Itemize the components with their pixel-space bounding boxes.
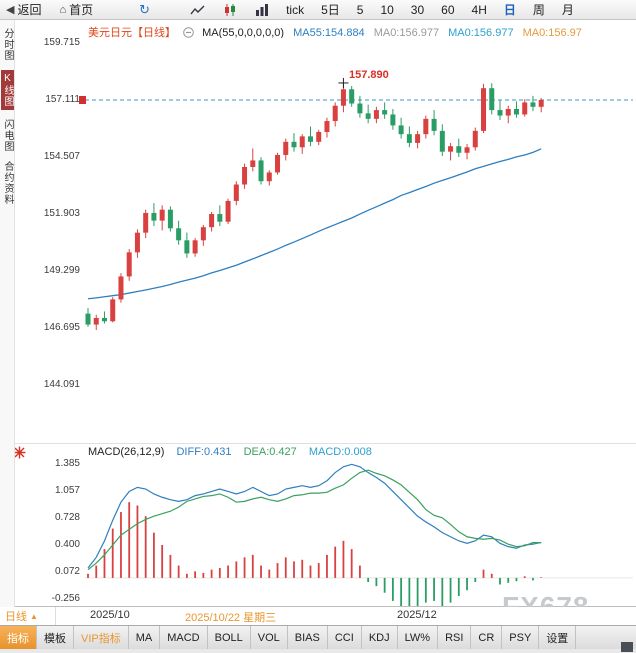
ma-value-2: MA0:156.977	[448, 27, 514, 38]
bar-chart-icon[interactable]	[255, 3, 269, 16]
price-tick-label: 159.715	[43, 37, 80, 48]
price-tick-label: 157.111	[45, 94, 80, 105]
circle-minus-icon[interactable]	[183, 27, 197, 38]
period-button-周[interactable]: 周	[532, 3, 545, 17]
price-tick-label: 146.695	[43, 322, 80, 333]
resize-grip[interactable]	[621, 642, 633, 652]
macd-tick-label: 1.057	[54, 485, 80, 496]
ma-value-1: MA0:156.977	[373, 27, 440, 38]
date-axis-row: 日线 ▲ 2025/10 2025/10/22 星期三 2025/12	[0, 607, 636, 625]
triangle-up-icon: ▲	[30, 611, 38, 621]
macd-tick-label: -0.256	[51, 593, 80, 604]
period-button-60[interactable]: 60	[441, 3, 455, 17]
price-tick-label: 144.091	[43, 379, 80, 390]
indicator-tab-VIP指标[interactable]: VIP指标	[74, 626, 129, 649]
period-button-30[interactable]: 30	[410, 3, 425, 17]
macd-plot[interactable]	[85, 448, 634, 605]
indicator-tab-模板[interactable]: 模板	[37, 626, 74, 649]
home-icon: ⌂	[59, 3, 67, 16]
indicator-tab-CR[interactable]: CR	[471, 626, 503, 649]
sidebar-item-0[interactable]: 分时图	[2, 28, 13, 61]
diff-value: DIFF:0.431	[176, 446, 232, 458]
period-tick-button[interactable]: tick	[286, 2, 305, 17]
ma-value-0: MA55:154.884	[293, 27, 365, 38]
back-arrow-icon: ◀	[6, 4, 15, 16]
macd-value: MACD:0.008	[308, 446, 372, 458]
macd-tick-label: 0.072	[54, 566, 80, 577]
chart-type-sidebar: 分时图 K线图闪电图合约资料	[0, 19, 15, 607]
period-5day-button[interactable]: 5日	[321, 3, 340, 17]
top-toolbar: ◀ 返回 ⌂ 首页 ↻ tick 5日 5 10 30 60 4H 日 周 月	[0, 0, 636, 20]
sidebar-item-1[interactable]: K线图	[1, 70, 14, 110]
indicator-tab-bar: 指标 模板 VIP指标 MA MACD BOLL VOL BIAS CCI KDJ LW% RSI CR…	[0, 625, 636, 649]
home-button[interactable]: ⌂ 首页	[59, 1, 93, 18]
panel-separator	[14, 443, 636, 444]
indicator-tab-MA[interactable]: MA	[129, 626, 161, 649]
peak-price-annotation: 157.890	[349, 69, 389, 81]
macd-header: MACD(26,12,9) DIFF:0.431 DEA:0.427 MACD:…	[88, 446, 381, 458]
indicator-tab-BIAS[interactable]: BIAS	[288, 626, 328, 649]
indicator-tab-MACD[interactable]: MACD	[160, 626, 208, 649]
refresh-icon[interactable]: ↻	[139, 1, 151, 17]
indicator-tab-CCI[interactable]: CCI	[328, 626, 362, 649]
back-button[interactable]: ◀ 返回	[6, 1, 41, 18]
symbol-title: 美元日元【日线】	[88, 27, 176, 38]
period-button-日[interactable]: 日	[503, 3, 516, 17]
price-tick-label: 149.299	[43, 265, 80, 276]
indicator-tab-VOL[interactable]: VOL	[251, 626, 288, 649]
period-selector-label: 日线	[5, 611, 27, 623]
macd-bottom-border	[0, 606, 636, 607]
dea-value: DEA:0.427	[243, 446, 297, 458]
candlestick-chart-icon[interactable]	[223, 3, 237, 16]
sidebar-item-2[interactable]: 闪电图	[2, 119, 13, 152]
back-button-label: 返回	[17, 3, 42, 17]
ma-value-3: MA0:156.97	[522, 27, 582, 38]
price-tick-label: 154.507	[43, 151, 80, 162]
macd-tick-label: 1.385	[54, 458, 80, 469]
period-button-5[interactable]: 5	[356, 3, 364, 17]
indicator-tab-BOLL[interactable]: BOLL	[208, 626, 251, 649]
macd-title: MACD(26,12,9)	[88, 446, 165, 458]
window-bottom-edge	[0, 648, 636, 653]
indicator-tab-设置[interactable]: 设置	[539, 626, 577, 649]
date-tick-label: 2025/10	[90, 609, 130, 621]
period-button-月[interactable]: 月	[561, 3, 574, 17]
price-tick-label: 151.903	[43, 208, 80, 219]
indicator-tab-LW%[interactable]: LW%	[398, 626, 439, 649]
period-button-4H[interactable]: 4H	[471, 3, 487, 17]
indicator-tab-PSY[interactable]: PSY	[502, 626, 540, 649]
period-selector-dropdown[interactable]: 日线 ▲	[0, 607, 56, 625]
chart-header: 美元日元【日线】 MA(55,0,0,0,0,0) MA55:154.884 MA…	[88, 24, 635, 38]
selected-date-label: 2025/10/22 星期三	[185, 612, 277, 624]
indicator-tab-指标[interactable]: 指标	[0, 626, 37, 649]
indicator-tab-RSI[interactable]: RSI	[438, 626, 472, 649]
home-button-label: 首页	[69, 3, 94, 17]
ma-value-list: MA55:154.884 MA0:156.977 MA0:156.977 MA0:15…	[293, 27, 591, 38]
indicator-settings-icon[interactable]	[13, 446, 26, 464]
main-chart-plot[interactable]	[85, 30, 634, 442]
sidebar-item-3[interactable]: 合约资料	[2, 161, 13, 205]
macd-tick-label: 0.728	[54, 512, 80, 523]
indicator-tab-KDJ[interactable]: KDJ	[362, 626, 398, 649]
macd-tick-label: 0.400	[54, 539, 80, 550]
date-tick-label: 2025/12	[397, 609, 437, 621]
line-chart-icon[interactable]	[190, 4, 205, 16]
period-button-group: 5 10 30 60 4H 日 周 月	[340, 1, 574, 18]
ma-parameters: MA(55,0,0,0,0,0)	[202, 27, 285, 38]
period-button-10[interactable]: 10	[380, 3, 394, 17]
